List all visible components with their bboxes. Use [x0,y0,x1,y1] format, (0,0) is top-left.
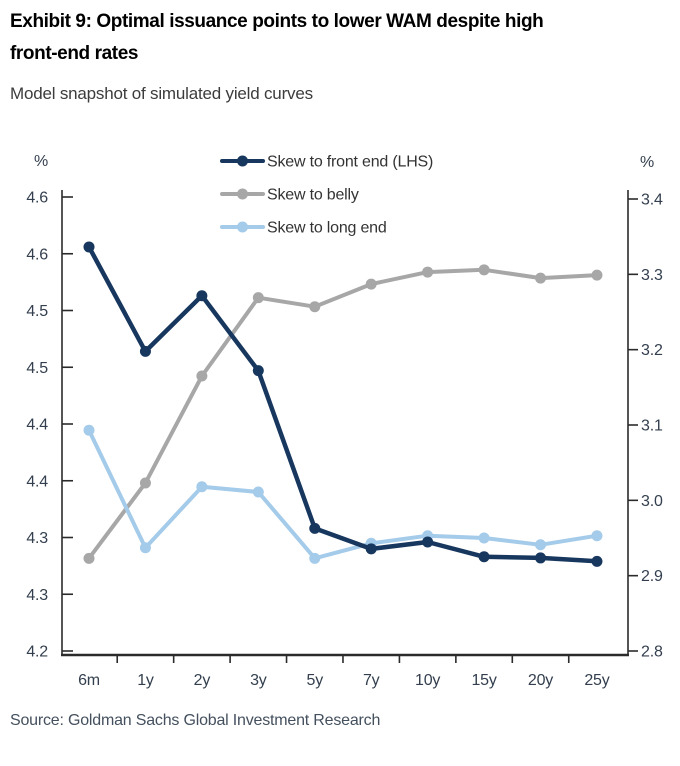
right-axis-tick-label: 3.0 [641,493,663,510]
legend-marker-dot [237,221,248,233]
left-axis-unit-label: % [34,153,48,170]
series-line-skew-to-front-end-lhs- [86,244,600,564]
x-axis-category-label: 20y [528,672,553,689]
series-marker-skew-to-belly [422,266,434,278]
series-marker-skew-to-long-end [309,552,321,564]
series-marker-skew-to-long-end [252,486,264,498]
x-axis-category-label: 25y [584,672,609,689]
series-line-skew-to-long-end [87,428,599,561]
right-axis-unit-label: % [640,154,654,171]
exhibit-title-line2: front-end rates [10,43,139,64]
legend-label: Skew to front end (LHS) [267,154,433,171]
yield-curve-chart: 4.6 4.6 4.5 4.5 4.4 4.4 4.3 4.3 4.2 3.4 3.3 3.2 3.1 3… [26,153,663,689]
series-marker-skew-to-belly [591,269,603,281]
x-axis-category-label: 15y [471,672,496,689]
series-marker-skew-to-long-end [535,539,547,551]
series-marker-skew-to-belly [139,477,151,489]
left-axis-tick-label: 4.4 [26,473,48,490]
left-axis-tick-label: 4.2 [26,644,48,661]
legend-label: Skew to long end [267,220,387,237]
x-axis-category-label: 1y [137,672,154,689]
series-marker-skew-to-belly [535,272,547,284]
series-marker-skew-to-belly [196,370,208,382]
series-marker-skew-to-long-end [478,532,490,544]
series-marker-skew-to-belly [252,292,264,304]
series-marker-skew-to-front-end-lhs- [309,522,321,534]
exhibit-title: Exhibit 9: Optimal issuance points to lo… [10,6,650,70]
right-axis-tick-label: 3.4 [641,192,663,209]
exhibit-subtitle: Model snapshot of simulated yield curves [10,84,313,103]
series-marker-skew-to-front-end-lhs- [591,555,603,567]
series-marker-skew-to-belly [478,264,490,276]
series-marker-skew-to-belly [365,278,377,290]
right-axis-tick-label: 3.1 [641,418,663,435]
series-marker-skew-to-long-end [196,481,208,493]
x-axis-category-label: 6m [78,672,100,689]
legend-marker-dot [237,155,248,167]
series-marker-skew-to-long-end [591,530,603,542]
x-axis-category-label: 10y [415,672,440,689]
left-axis-tick-label: 4.3 [26,530,48,547]
right-axis-tick-label: 3.3 [641,267,663,284]
left-axis-tick-label: 4.4 [26,417,48,434]
source-note: Source: Goldman Sachs Global Investment … [10,712,381,729]
series-marker-skew-to-front-end-lhs- [365,543,377,555]
legend-marker-dot [237,188,248,200]
series-line-skew-to-belly [87,267,599,561]
left-axis-tick-label: 4.6 [26,190,48,207]
series-marker-skew-to-belly [309,301,321,313]
x-axis-category-label: 3y [250,672,267,689]
left-axis-tick-label: 4.5 [26,360,48,377]
right-axis-tick-label: 3.2 [641,342,663,359]
x-axis-category-label: 2y [194,672,211,689]
series-marker-skew-to-front-end-lhs- [139,345,151,357]
series-marker-skew-to-front-end-lhs- [252,365,264,377]
left-axis-tick-label: 4.3 [26,587,48,604]
series-marker-skew-to-long-end [139,542,151,554]
series-marker-skew-to-front-end-lhs- [83,241,95,253]
series-marker-skew-to-front-end-lhs- [196,290,208,302]
series-marker-skew-to-front-end-lhs- [478,551,490,563]
x-axis-category-label: 5y [307,672,324,689]
legend-label: Skew to belly [267,187,359,204]
right-axis-tick-label: 2.9 [641,568,663,585]
series-marker-skew-to-front-end-lhs- [422,536,434,548]
right-axis-tick-label: 2.8 [641,644,663,661]
exhibit-title-line1: Exhibit 9: Optimal issuance points to lo… [10,11,544,32]
series-marker-skew-to-long-end [83,424,95,436]
series-marker-skew-to-belly [83,552,95,564]
series-marker-skew-to-front-end-lhs- [535,552,547,564]
left-axis-tick-label: 4.5 [26,303,48,320]
left-axis-tick-label: 4.6 [26,246,48,263]
x-axis-category-label: 7y [363,672,380,689]
